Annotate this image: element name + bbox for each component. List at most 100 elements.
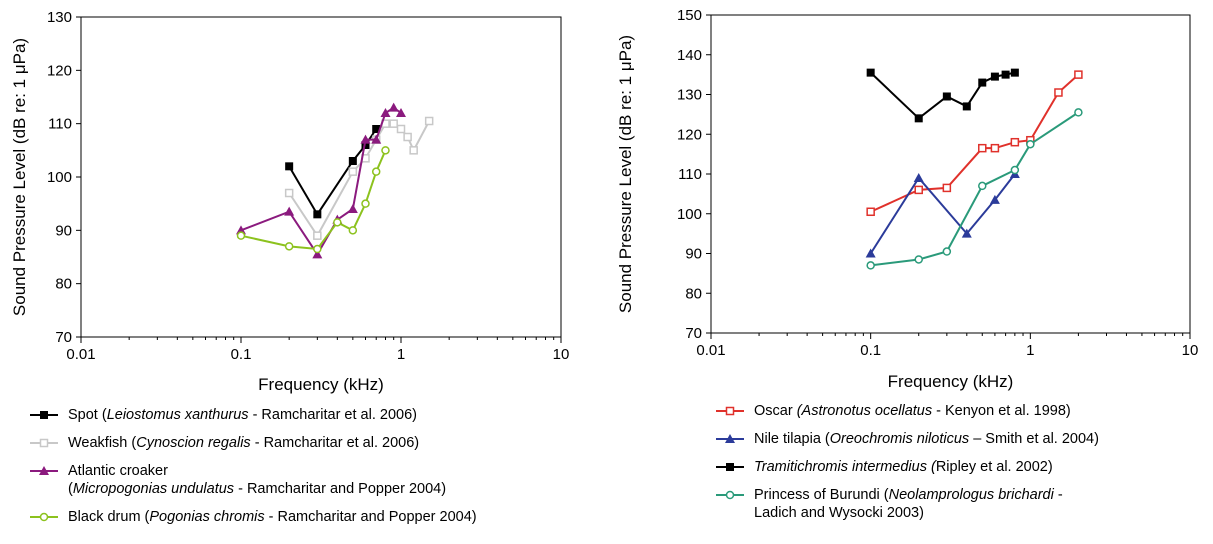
x-tick-label: 1 (397, 346, 405, 363)
data-point (978, 143, 987, 153)
legend-right: Oscar (Astronotus ocellatus - Kenyon et … (714, 402, 1099, 532)
legend-label: Spot (Leiostomus xanthurus - Ramcharitar… (68, 407, 417, 423)
y-tick-label: 110 (48, 116, 72, 133)
data-point (913, 172, 924, 182)
data-point (313, 244, 322, 254)
plot-frame (80, 16, 562, 338)
legend-symbol (30, 438, 58, 448)
legend-marker (39, 512, 49, 522)
legend-marker (40, 411, 48, 419)
y-tick-label: 130 (47, 9, 72, 26)
series-3 (236, 146, 390, 254)
legend-symbol (30, 466, 58, 475)
legend-marker (725, 490, 735, 500)
data-point (284, 206, 295, 216)
data-point (990, 72, 999, 81)
legend-item: Atlantic croaker (Micropogonias undulatus… (28, 462, 477, 498)
data-point (942, 183, 952, 193)
legend-symbol (716, 406, 744, 416)
data-point (1074, 108, 1083, 117)
data-point (312, 249, 323, 259)
data-point (962, 102, 971, 111)
y-tick-label: 110 (678, 166, 702, 183)
data-point (424, 116, 434, 126)
data-point (1074, 70, 1083, 79)
data-point (236, 231, 246, 240)
legend-item: Nile tilapia (Oreochromis niloticus – Sm… (714, 430, 1099, 448)
legend-item: Tramitichromis intermedius (Ripley et al… (714, 458, 1099, 476)
series-line (240, 149, 387, 251)
data-point (284, 242, 294, 251)
data-point (396, 124, 406, 134)
legend-label: Weakfish (Cynoscion regalis - Ramcharita… (68, 435, 420, 451)
data-point (396, 108, 406, 117)
data-point (866, 261, 875, 270)
y-tick-label: 70 (685, 325, 702, 342)
x-axis-title: Frequency (kHz) (258, 375, 384, 394)
legend-item: Spot (Leiostomus xanthurus - Ramcharitar… (28, 406, 477, 424)
y-tick-label: 80 (685, 285, 702, 302)
series-line (870, 111, 1079, 267)
legend-item: Black drum (Pogonias chromis - Ramcharit… (28, 508, 477, 526)
legend-symbol (716, 463, 744, 471)
data-point (1010, 137, 1020, 147)
y-tick-label: 100 (47, 169, 72, 186)
legend-label: Nile tilapia (Oreochromis niloticus – Sm… (754, 431, 1099, 447)
legend-label: Princess of Burundi (Neolamprologus bric… (754, 487, 1063, 521)
data-point (942, 247, 952, 256)
legend-marker (39, 466, 49, 475)
legend-item: Princess of Burundi (Neolamprologus bric… (714, 486, 1099, 522)
data-point (865, 248, 876, 258)
y-tick-label: 90 (55, 222, 72, 239)
legend-marker (725, 406, 735, 416)
data-point (1054, 88, 1063, 97)
legend-symbol (30, 512, 58, 522)
data-point (942, 92, 951, 101)
y-tick-label: 140 (677, 47, 702, 64)
legend-label: Oscar (Astronotus ocellatus - Kenyon et … (754, 403, 1071, 419)
plot-frame (710, 14, 1191, 334)
legend-symbol (716, 434, 744, 443)
series-2 (866, 68, 1019, 123)
legend-marker (39, 438, 49, 448)
x-tick-label: 0.01 (696, 342, 725, 359)
data-point (284, 188, 294, 198)
legend-symbol (30, 411, 58, 419)
legend-item: Oscar (Astronotus ocellatus - Kenyon et … (714, 402, 1099, 420)
legend-left: Spot (Leiostomus xanthurus - Ramcharitar… (28, 406, 477, 536)
data-point (313, 210, 322, 219)
data-point (380, 108, 391, 117)
data-point (389, 119, 398, 128)
data-point (348, 167, 358, 176)
x-tick-label: 10 (1182, 342, 1199, 359)
data-point (285, 162, 294, 171)
y-axis-title: Sound Pressure Level (dB re: 1 μPa) (10, 38, 29, 316)
y-tick-label: 80 (55, 276, 72, 293)
x-axis-title: Frequency (kHz) (888, 372, 1014, 391)
y-tick-label: 120 (677, 126, 702, 143)
series-1 (865, 169, 1020, 258)
legend-marker (726, 463, 734, 471)
data-point (361, 199, 370, 208)
y-tick-label: 120 (47, 62, 72, 79)
x-tick-label: 0.1 (860, 342, 881, 359)
x-tick-label: 0.1 (231, 346, 252, 363)
y-axis-title: Sound Pressure Level (dB re: 1 μPa) (616, 35, 635, 313)
data-point (866, 207, 875, 217)
data-point (236, 225, 246, 235)
data-point (409, 146, 418, 155)
data-point (388, 102, 399, 112)
data-point (333, 218, 342, 227)
data-point (372, 125, 381, 133)
data-point (371, 134, 382, 144)
data-point (961, 228, 972, 238)
data-point (1001, 70, 1010, 79)
data-point (1010, 165, 1020, 175)
x-tick-label: 10 (553, 346, 570, 363)
x-tick-label: 0.01 (66, 346, 95, 363)
data-point (403, 132, 412, 142)
data-point (990, 143, 1000, 153)
y-tick-label: 90 (685, 246, 702, 263)
